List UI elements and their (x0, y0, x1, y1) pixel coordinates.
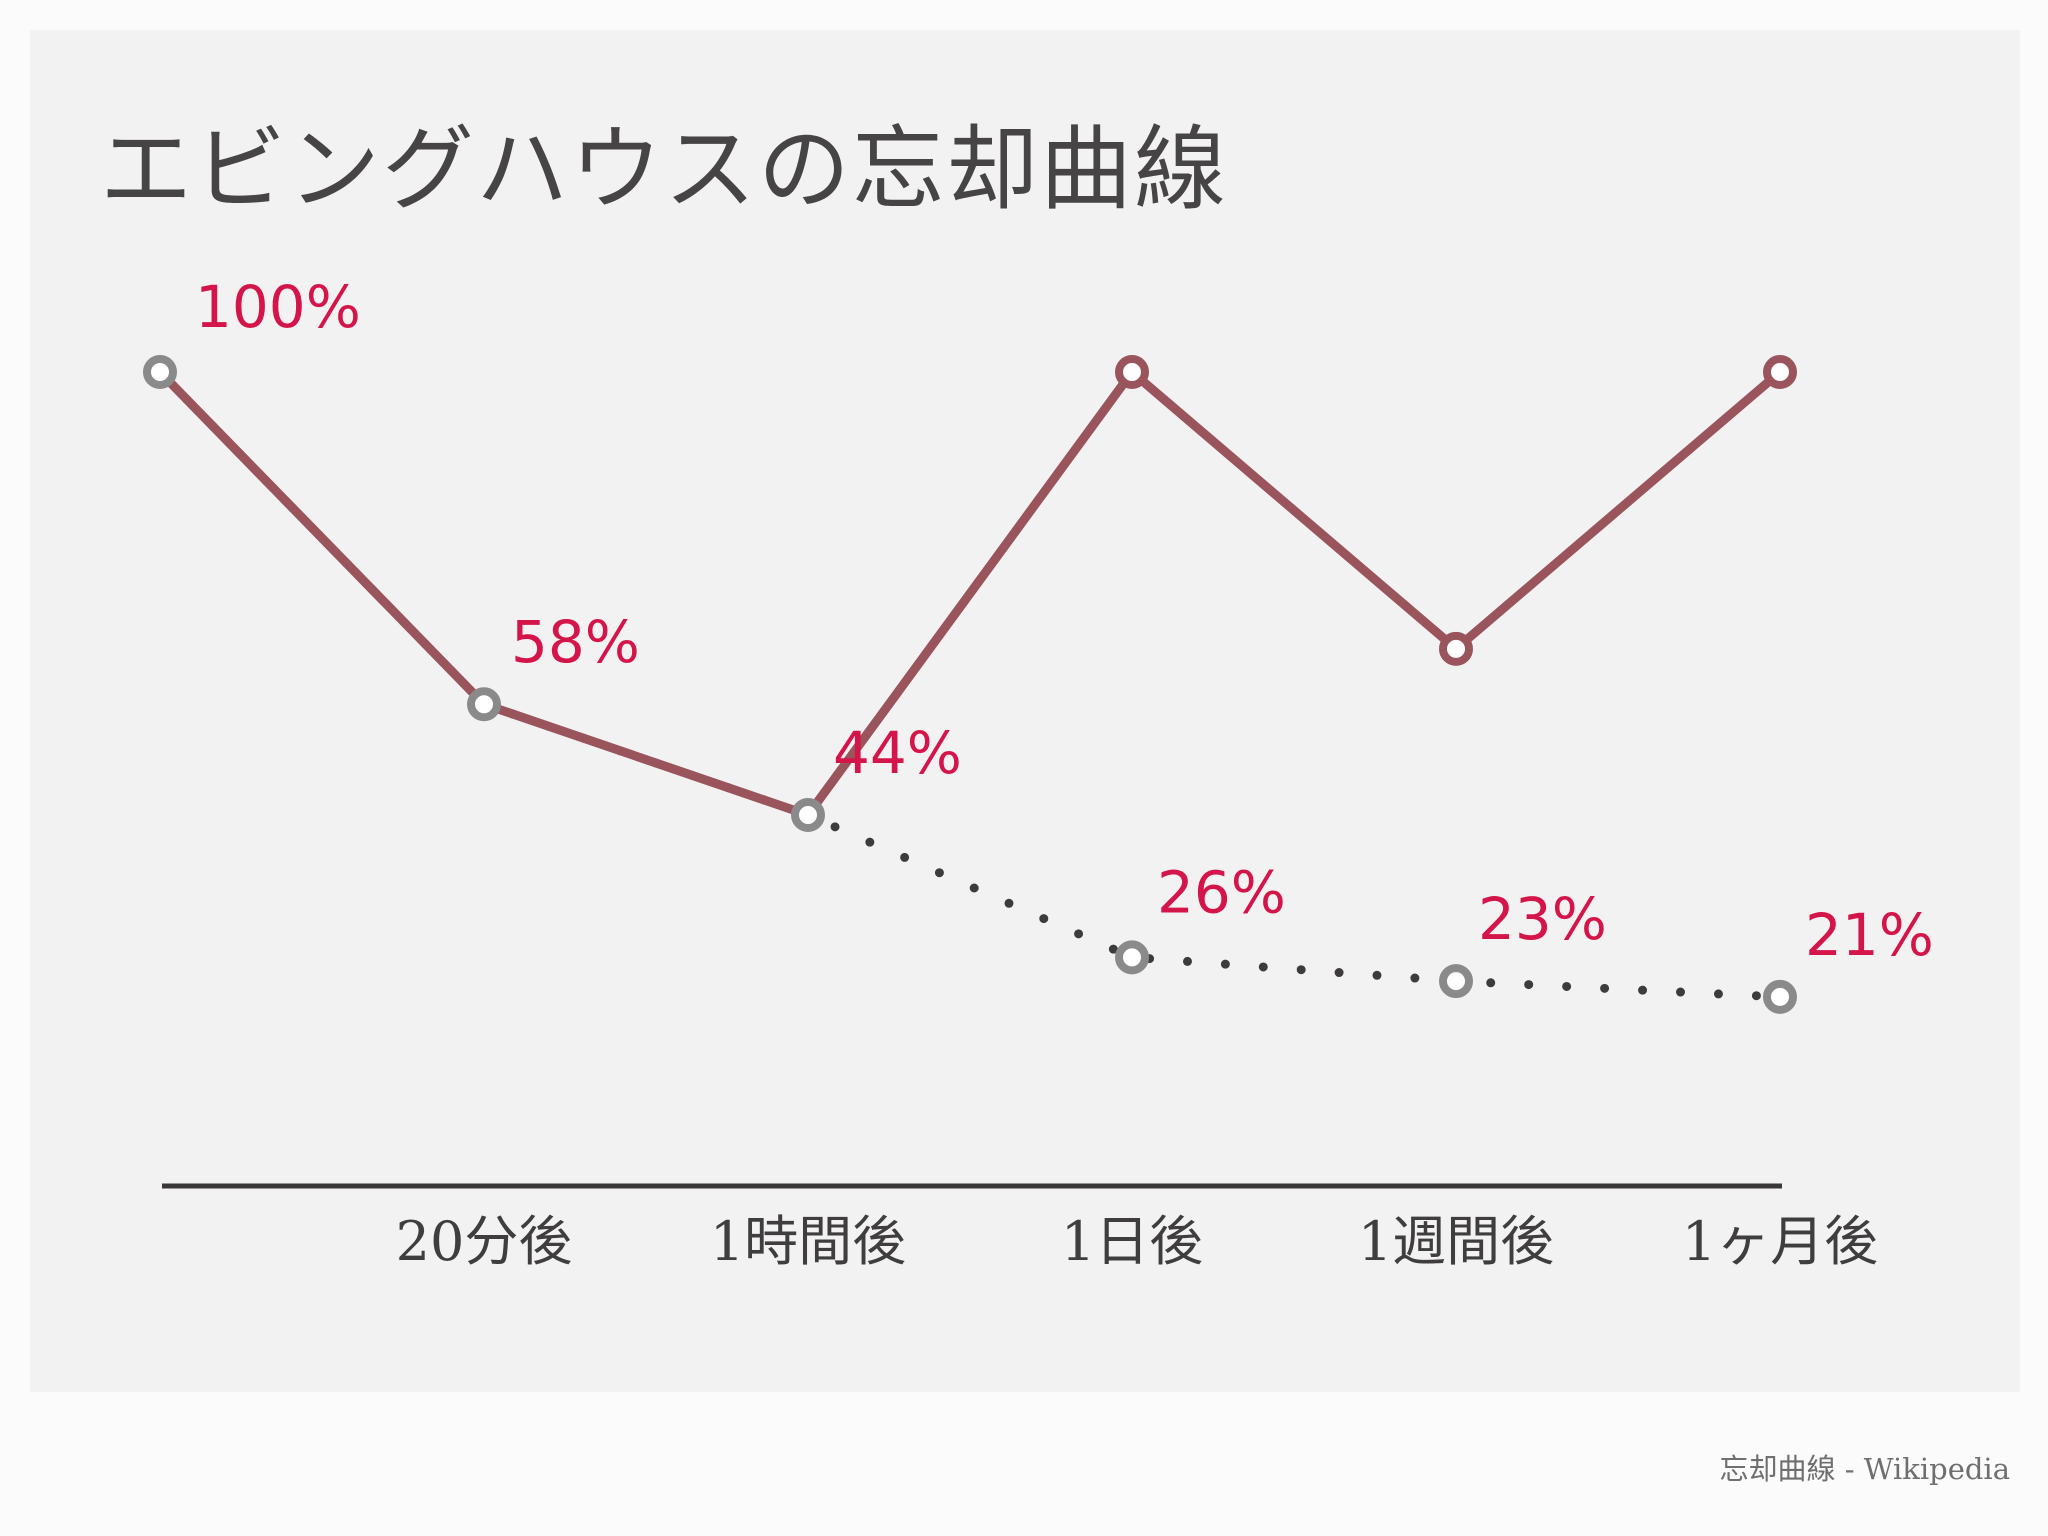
chart-card (30, 30, 2020, 1392)
data-label: 58% (511, 608, 640, 676)
x-tick-label: 1日後 (1061, 1210, 1203, 1273)
solid-series-point (1115, 355, 1149, 389)
solid-series-line (155, 367, 1785, 820)
dotted-series-point (1763, 979, 1797, 1014)
source-caption: 忘却曲線 - Wikipedia (1719, 1452, 2010, 1486)
solid-series-point (1439, 631, 1473, 666)
dotted-series-point (1439, 964, 1473, 999)
data-label: 44% (833, 719, 962, 787)
dotted-series-point (467, 687, 501, 722)
x-tick-label: 20分後 (396, 1210, 573, 1273)
x-tick-label: 1週間後 (1358, 1210, 1554, 1273)
data-label: 21% (1805, 901, 1934, 969)
x-tick-label: 1時間後 (710, 1210, 906, 1273)
data-label: 26% (1157, 858, 1286, 926)
solid-series-point (1763, 355, 1797, 389)
x-tick-label: 1ヶ月後 (1682, 1210, 1878, 1273)
data-label: 100% (195, 273, 361, 341)
chart-title: エビングハウスの忘却曲線 (100, 116, 1229, 223)
data-label: 23% (1478, 885, 1607, 953)
dotted-series-point (791, 797, 825, 832)
solid-series-point (143, 355, 177, 389)
dotted-series-point (1115, 940, 1149, 975)
